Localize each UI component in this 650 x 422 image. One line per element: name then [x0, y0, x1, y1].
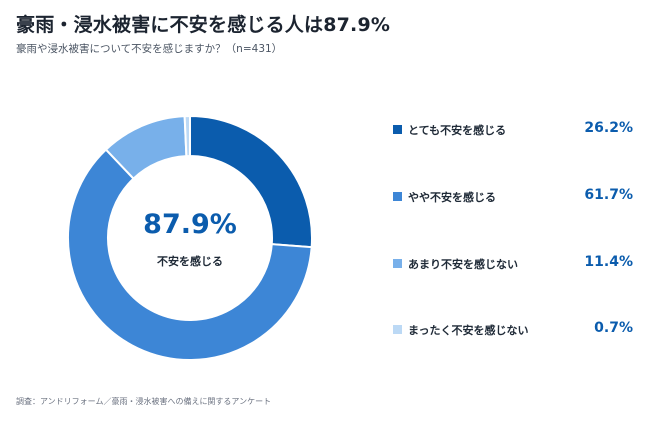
legend-value: 0.7%	[594, 320, 633, 336]
legend-item-not-at-all-anxious: まったく不安を感じない 0.7%	[393, 320, 633, 340]
legend-value: 11.4%	[584, 254, 633, 270]
donut-chart: 87.9% 不安を感じる	[65, 113, 315, 363]
legend-value: 26.2%	[584, 120, 633, 136]
center-label: 不安を感じる	[157, 255, 223, 268]
legend-label: やや不安を感じる	[408, 191, 496, 204]
legend-item-very-anxious: とても不安を感じる 26.2%	[393, 120, 633, 140]
legend-label: あまり不安を感じない	[408, 258, 518, 271]
legend-label: とても不安を感じる	[408, 124, 507, 137]
chart-subtitle: 豪雨や浸水被害について不安を感じますか？（n=431）	[16, 43, 283, 55]
chart-title: 豪雨・浸水被害に不安を感じる人は87.9%	[16, 14, 391, 36]
source-footnote: 調査：アンドリフォーム／豪雨・浸水被害への備えに関するアンケート	[16, 397, 272, 406]
legend-item-not-very-anxious: あまり不安を感じない 11.4%	[393, 254, 633, 274]
legend-swatch	[393, 325, 402, 334]
center-value: 87.9%	[143, 209, 237, 240]
legend-value: 61.7%	[584, 187, 633, 203]
legend-label: まったく不安を感じない	[408, 324, 529, 337]
legend-swatch	[393, 259, 402, 268]
legend-swatch	[393, 125, 402, 134]
donut-slice-4	[183, 114, 191, 158]
donut-chart-svg	[67, 114, 313, 361]
legend-item-somewhat-anxious: やや不安を感じる 61.7%	[393, 187, 633, 207]
legend-swatch	[393, 192, 402, 201]
donut-slice-2	[67, 148, 313, 361]
